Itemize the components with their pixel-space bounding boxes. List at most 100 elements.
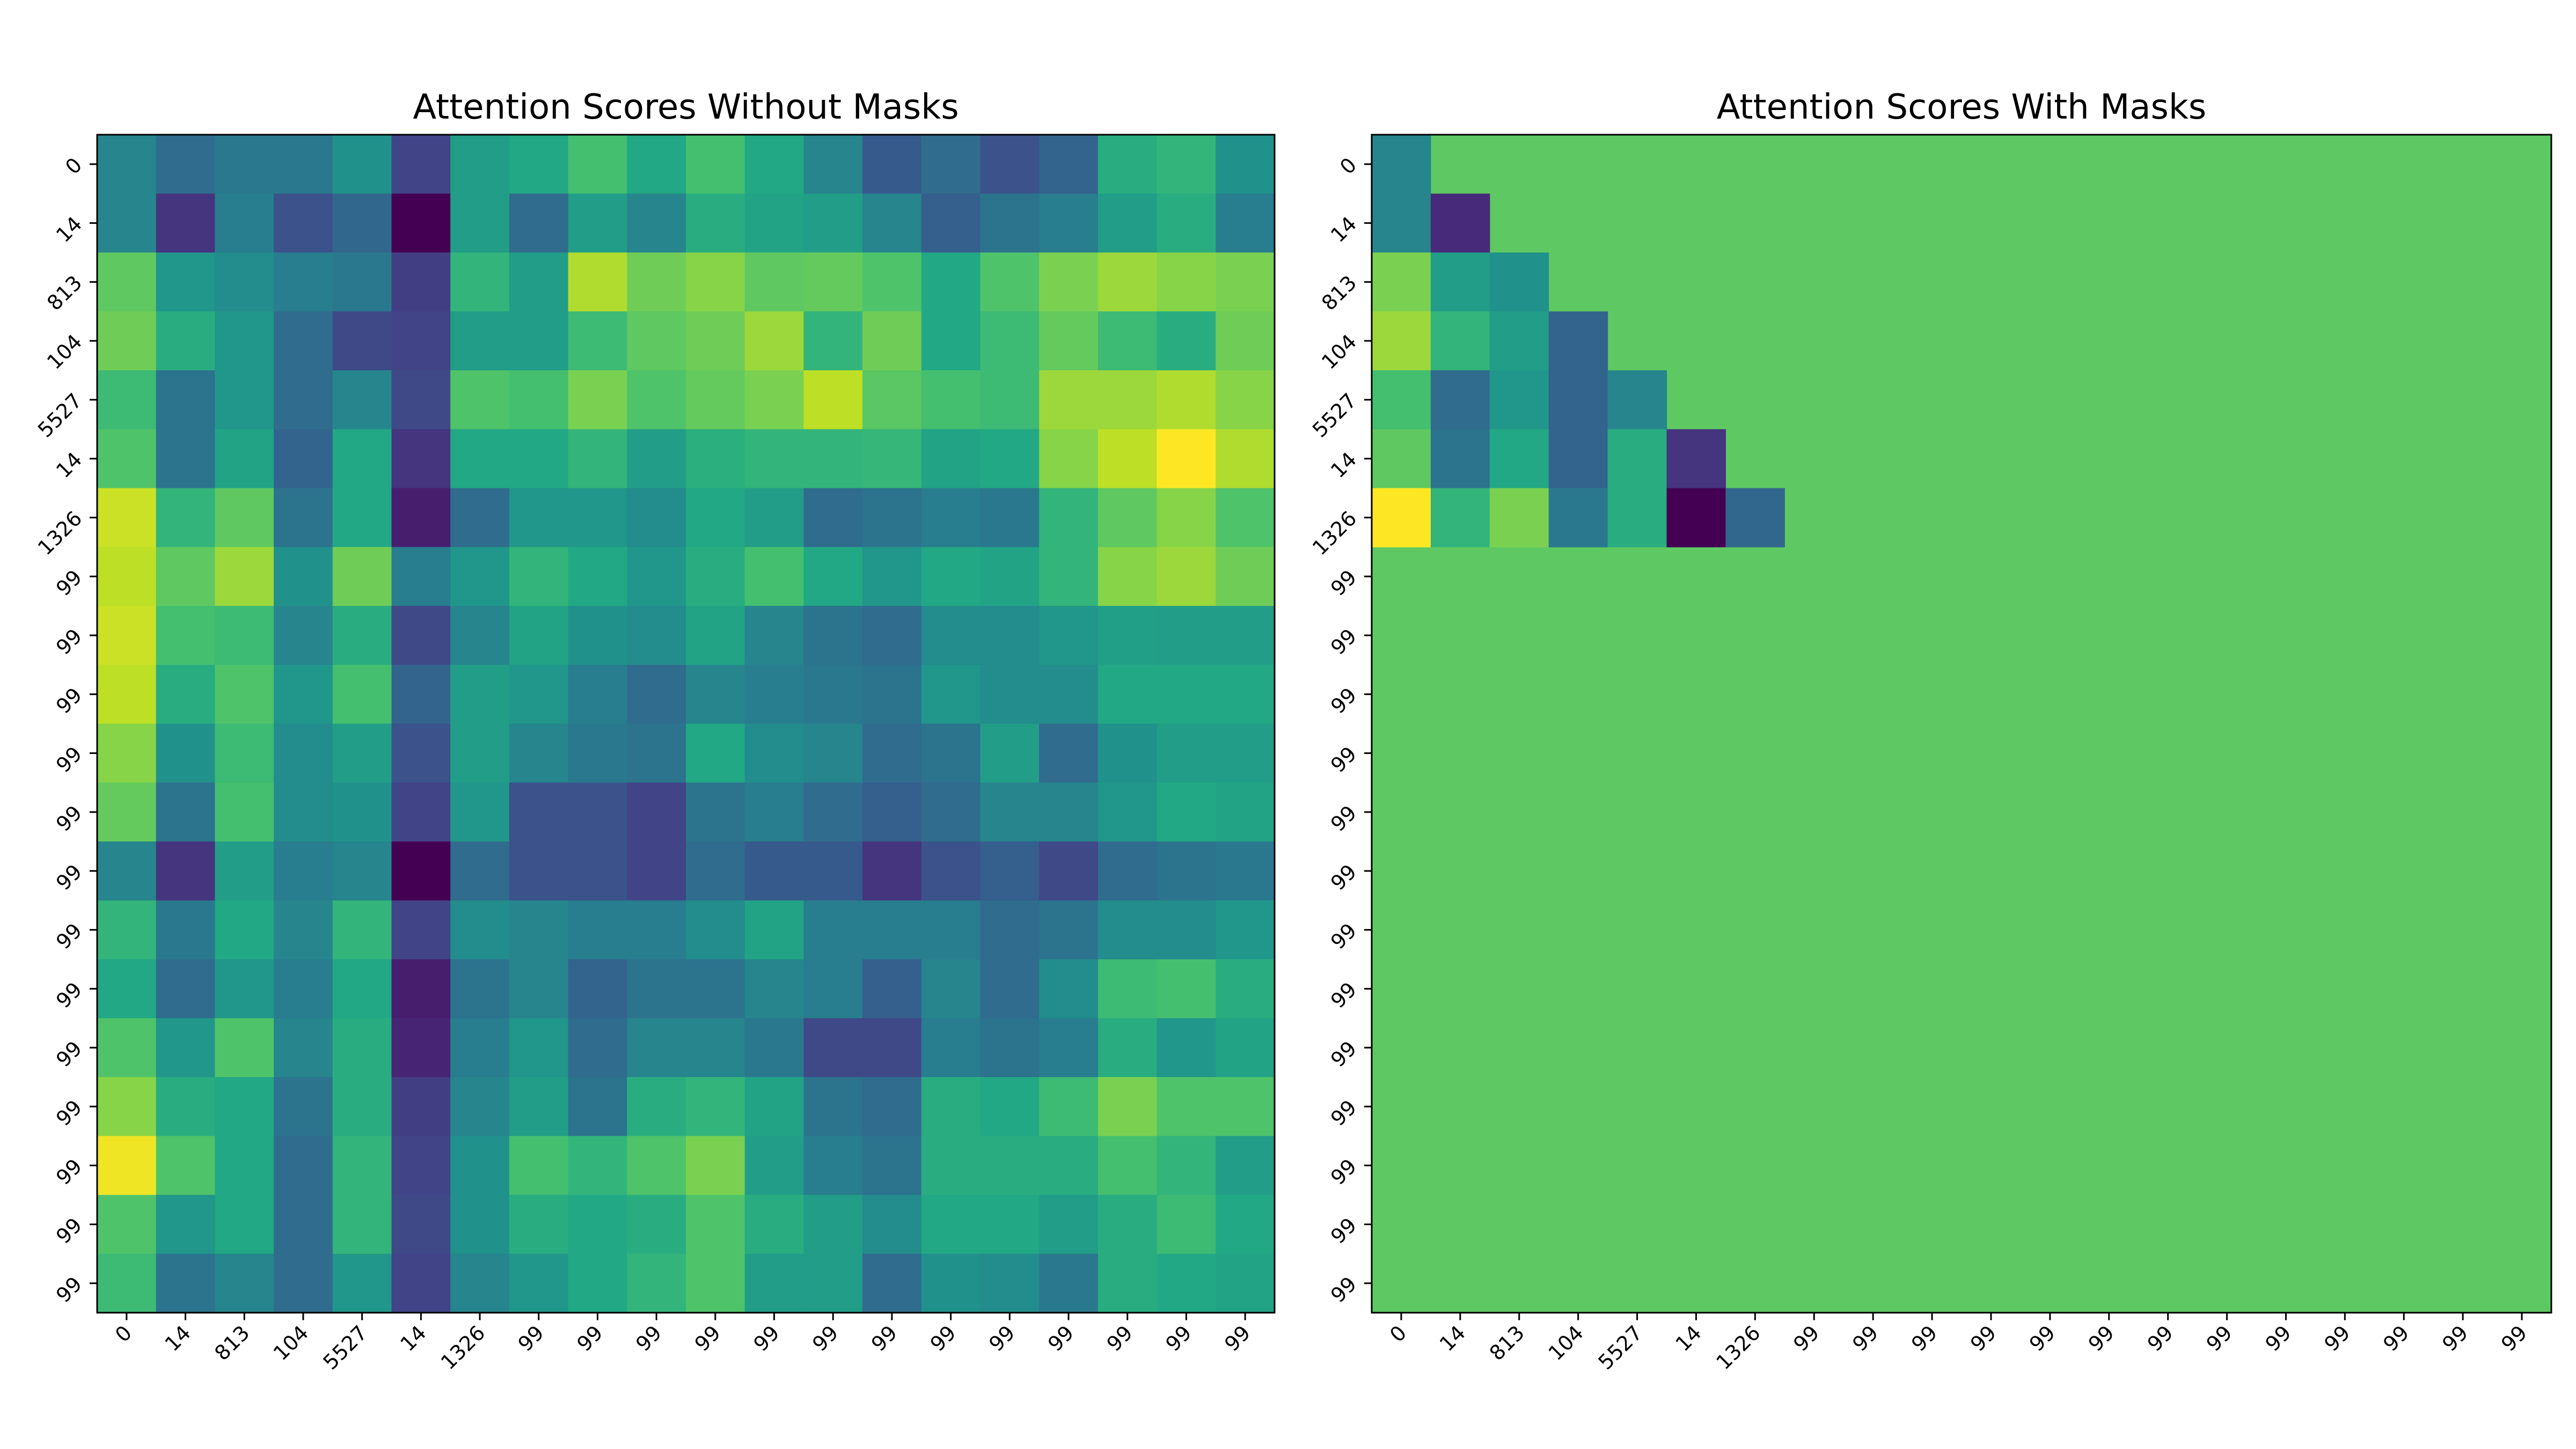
heatmap-cell [1097,664,1158,724]
y-tick-label: 99 [52,919,86,954]
heatmap-cell [391,959,451,1019]
heatmap-cell [744,252,804,312]
heatmap-cell [509,723,569,783]
x-tick-label: 99 [1907,1321,1942,1356]
heatmap-cell [1372,370,1431,430]
x-tick-label: 5527 [319,1321,372,1374]
heatmap-cell [627,606,686,665]
heatmap-cell [509,193,569,253]
heatmap-cell [450,311,510,371]
y-tick-label: 1326 [33,507,87,560]
y-tick-label: 99 [1326,919,1361,954]
x-tick-label: 99 [1102,1321,1137,1356]
heatmap-cell [803,782,863,842]
heatmap-cell [332,841,392,901]
x-tick-label: 99 [2497,1321,2531,1356]
heatmap-cell [1607,370,1667,430]
heatmap-cell [1039,1018,1099,1078]
heatmap-cell [1216,782,1275,842]
heatmap-cell [1097,1077,1158,1137]
x-tick-label: 99 [1161,1321,1196,1356]
heatmap-cell [1216,1254,1275,1313]
heatmap-cell [686,723,745,783]
heatmap-cell [450,1195,510,1254]
heatmap-cell [1097,1018,1158,1078]
y-tick-label: 99 [52,1036,86,1071]
heatmap-cell [332,606,392,665]
heatmap-cell [627,782,686,842]
heatmap-cell [97,1136,157,1196]
heatmap-cell [980,841,1040,901]
heatmap-cell [215,900,274,960]
heatmap-cell [1097,429,1158,489]
heatmap-cell [215,1018,274,1078]
heatmap-cell [391,841,451,901]
heatmap-cell [980,900,1040,960]
heatmap-cell [1489,429,1549,489]
heatmap-cell [744,1195,804,1254]
heatmap-cell [803,252,863,312]
heatmap-cell [803,193,863,253]
heatmap-cell [803,606,863,665]
heatmap-cell [921,1254,981,1313]
heatmap-cell [744,193,804,253]
heatmap-cell [1607,488,1667,547]
heatmap-cell [1548,370,1608,430]
heatmap-cell [391,311,451,371]
y-tick-label: 99 [1326,742,1361,777]
heatmap-cell [686,370,745,430]
heatmap-cell [156,1136,215,1196]
heatmap-cell [1039,311,1099,371]
heatmap-cell [509,841,569,901]
heatmap-cell [627,900,686,960]
heatmap-cell [862,193,922,253]
heatmap-cell [686,252,745,312]
heatmap-cell [627,193,686,253]
heatmap-cell [1039,547,1099,606]
heatmap-cell [1157,782,1216,842]
y-tick-label: 99 [1326,1154,1361,1189]
x-tick-label: 99 [2438,1321,2472,1356]
heatmap-cell [1216,606,1275,665]
heatmap-cell [921,782,981,842]
heatmap-cell [274,370,333,430]
heatmap-cell [1157,135,1216,194]
heatmap-cell [627,429,686,489]
y-tick-label: 14 [52,212,86,247]
heatmap-cell [391,1018,451,1078]
heatmap-cell [1216,311,1275,371]
heatmap-cell [568,252,627,312]
heatmap-cell [450,429,510,489]
x-tick-label: 99 [1220,1321,1255,1356]
heatmap-cell [332,547,392,606]
heatmap-cell [568,311,627,371]
heatmap-cell [274,311,333,371]
heatmap-cell [391,488,451,547]
heatmap-cell [1097,723,1158,783]
heatmap-cell [744,547,804,606]
heatmap-cell [921,606,981,665]
heatmap-cell [1725,488,1785,547]
heatmap-cell [1039,900,1099,960]
heatmap-cell [97,370,157,430]
y-tick-label: 0 [1335,153,1361,179]
heatmap-cell [97,782,157,842]
heatmap-cell [450,370,510,430]
heatmap-cell [509,1077,569,1137]
heatmap-cell [980,370,1040,430]
heatmap-cell [803,900,863,960]
heatmap-cell [274,1136,333,1196]
heatmap-cell [391,1136,451,1196]
heatmap-cell [980,488,1040,547]
heatmap-cell [1666,488,1726,547]
heatmap-cell [1157,252,1216,312]
heatmap-cell [156,1195,215,1254]
x-tick-label: 104 [1544,1321,1588,1365]
heatmap-cell [1548,488,1608,547]
heatmap-cell [1157,429,1216,489]
heatmap-cell [980,135,1040,194]
heatmap-cell [1097,135,1158,194]
heatmap-cell [1216,135,1275,194]
heatmap-cell [803,723,863,783]
heatmap-cell [450,135,510,194]
